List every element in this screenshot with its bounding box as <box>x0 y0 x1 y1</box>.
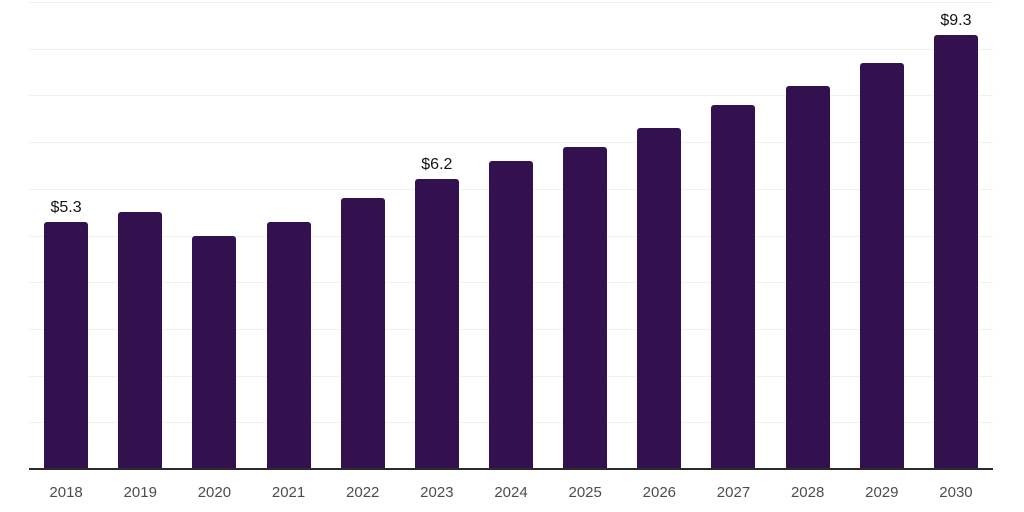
bar-2023 <box>414 179 459 469</box>
gridline-10 <box>29 2 993 3</box>
x-tick-label-2020: 2020 <box>197 484 232 501</box>
bar-slot-2019 <box>103 2 177 469</box>
data-label-2023: $6.2 <box>421 156 453 174</box>
bar-slot-2020 <box>177 2 251 469</box>
gridline-8 <box>29 95 993 97</box>
data-label-2030: $9.3 <box>940 11 972 29</box>
x-axis-line <box>29 468 993 470</box>
bar-2020 <box>192 235 237 469</box>
bar-2025 <box>563 146 608 469</box>
x-axis-tick-labels: 2018 2019 2020 2021 2022 2023 2024 2025 2026 2027… <box>29 484 993 502</box>
bar-2029 <box>859 62 904 469</box>
bar-slot-2018: $5.3 <box>29 2 103 469</box>
bar-2022 <box>340 198 385 469</box>
bar-2018 <box>44 221 89 469</box>
x-tick-label-2021: 2021 <box>271 484 306 501</box>
x-tick-label-2026: 2026 <box>642 484 677 501</box>
bar-series: $5.3 $6.2 $9.3 <box>29 2 993 469</box>
x-tick-label-2019: 2019 <box>123 484 157 501</box>
data-label-2018: $5.3 <box>50 198 82 216</box>
bar-slot-2027 <box>696 2 770 469</box>
x-tick-label-2025: 2025 <box>568 484 602 501</box>
bar-slot-2024 <box>474 2 548 469</box>
x-tick-label-2030: 2030 <box>939 484 973 501</box>
x-tick-label-2028: 2028 <box>790 484 825 501</box>
gridline-7 <box>29 142 993 144</box>
x-tick-label-2023: 2023 <box>420 484 454 501</box>
bar-slot-2025 <box>548 2 622 469</box>
bar-slot-2028 <box>771 2 845 469</box>
bar-slot-2026 <box>622 2 696 469</box>
bar-slot-2030: $9.3 <box>919 2 993 469</box>
bar-2027 <box>711 104 756 469</box>
bar-2026 <box>637 128 682 469</box>
x-tick-label-2029: 2029 <box>865 484 899 501</box>
x-tick-label-2024: 2024 <box>494 484 528 501</box>
x-tick-label-2027: 2027 <box>716 484 751 501</box>
bar-2024 <box>489 160 534 469</box>
bar-slot-2022 <box>326 2 400 469</box>
bar-2021 <box>266 221 311 469</box>
plot-area: $5.3 $6.2 $9.3 <box>29 2 993 469</box>
gridline-9 <box>29 48 993 50</box>
x-tick-label-2018: 2018 <box>49 484 83 501</box>
bar-slot-2021 <box>251 2 325 469</box>
bar-slot-2023: $6.2 <box>400 2 474 469</box>
bar-2028 <box>785 86 830 469</box>
bar-slot-2029 <box>845 2 919 469</box>
bar-2030 <box>933 34 978 469</box>
bar-2019 <box>118 212 163 469</box>
x-tick-label-2022: 2022 <box>346 484 380 501</box>
